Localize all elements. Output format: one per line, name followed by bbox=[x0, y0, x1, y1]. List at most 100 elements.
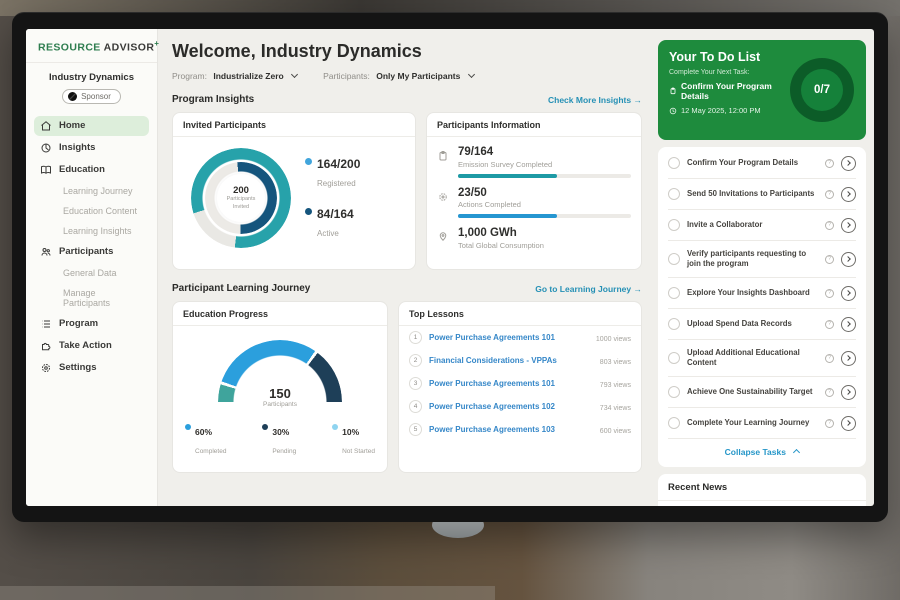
task-go-button[interactable] bbox=[841, 384, 856, 400]
task-info-icon[interactable]: ? bbox=[825, 353, 834, 363]
task-label: Send 50 Invitations to Participants bbox=[687, 188, 815, 198]
task-checkbox[interactable] bbox=[668, 157, 680, 169]
task-info-icon[interactable]: ? bbox=[825, 319, 834, 329]
participants-information-card: Participants Information 79/164 Emission… bbox=[426, 112, 642, 270]
sidebar-item-learning-insights[interactable]: Learning Insights bbox=[34, 222, 149, 240]
lesson-rank: 3 bbox=[409, 377, 422, 390]
registered-legend-item: 164/200 Registered bbox=[305, 155, 360, 191]
lesson-row: 4 Power Purchase Agreements 102 734 views bbox=[409, 395, 631, 418]
learning-journey-header: Participant Learning Journey Go to Learn… bbox=[172, 283, 642, 294]
card-title: Participants Information bbox=[427, 120, 641, 137]
survey-progress-bar bbox=[458, 173, 631, 178]
invited-chart-area: 200 Participants Invited 164/200 Registe… bbox=[183, 137, 405, 248]
lesson-views: 600 bbox=[599, 427, 612, 435]
task-go-button[interactable] bbox=[841, 251, 856, 267]
pending-label: Pending bbox=[272, 448, 297, 455]
actions-value: 23/50 bbox=[458, 186, 487, 199]
task-info-icon[interactable]: ? bbox=[825, 254, 834, 264]
task-label: Complete Your Learning Journey bbox=[687, 417, 810, 427]
sidebar-item-take-action[interactable]: Take Action bbox=[34, 336, 149, 356]
sidebar-item-label: Settings bbox=[59, 362, 97, 373]
survey-label: Emission Survey Completed bbox=[458, 159, 553, 169]
lesson-link[interactable]: Financial Considerations - VPPAs bbox=[429, 356, 557, 365]
not-started-label: Not Started bbox=[342, 448, 375, 455]
task-checkbox[interactable] bbox=[668, 417, 680, 430]
task-info-icon[interactable]: ? bbox=[825, 387, 834, 397]
task-go-button[interactable] bbox=[841, 350, 856, 366]
sidebar-item-program[interactable]: Program bbox=[34, 314, 149, 334]
task-checkbox[interactable] bbox=[668, 253, 680, 266]
education-icon bbox=[41, 165, 51, 174]
lesson-views: 803 bbox=[599, 358, 612, 366]
sponsor-icon bbox=[68, 91, 78, 101]
participants-filter[interactable]: Participants: Only My Participants bbox=[323, 70, 475, 81]
stat-row: 79/164 Emission Survey Completed bbox=[437, 137, 631, 178]
app-logo: RESOURCE ADVISOR+ bbox=[34, 39, 159, 54]
task-go-button[interactable] bbox=[841, 285, 856, 301]
task-info-icon[interactable]: ? bbox=[825, 220, 834, 230]
sidebar-item-education-content[interactable]: Education Content bbox=[34, 202, 149, 220]
task-info-icon[interactable]: ? bbox=[825, 288, 834, 298]
task-info-icon[interactable]: ? bbox=[825, 189, 834, 199]
chevron-right-icon bbox=[844, 420, 851, 426]
task-checkbox[interactable] bbox=[668, 188, 680, 200]
recent-news-card: Recent News bbox=[658, 474, 866, 506]
lesson-link[interactable]: Power Purchase Agreements 101 bbox=[429, 333, 555, 342]
go-to-learning-journey-link[interactable]: Go to Learning Journey → bbox=[535, 284, 642, 294]
participants-filter-value: Only My Participants bbox=[376, 71, 461, 81]
lesson-link[interactable]: Power Purchase Agreements 102 bbox=[429, 402, 555, 411]
chevron-right-icon bbox=[844, 321, 851, 327]
task-checkbox[interactable] bbox=[668, 219, 680, 231]
collapse-tasks-link[interactable]: Collapse Tasks bbox=[668, 439, 856, 466]
sidebar-item-label: Learning Insights bbox=[63, 225, 132, 236]
education-progress-card: Education Progress 150 Participants 60% … bbox=[172, 301, 388, 473]
sponsor-badge[interactable]: Sponsor bbox=[62, 88, 121, 104]
task-row: Invite a Collaborator ? bbox=[668, 210, 856, 241]
sidebar-item-general-data[interactable]: General Data bbox=[34, 264, 149, 282]
task-go-button[interactable] bbox=[841, 316, 856, 332]
program-filter[interactable]: Program: Industrialize Zero bbox=[172, 70, 299, 81]
sidebar-item-insights[interactable]: Insights bbox=[34, 138, 149, 158]
lesson-rank: 2 bbox=[409, 354, 422, 367]
sidebar-item-manage-participants[interactable]: Manage Participants bbox=[34, 284, 149, 312]
pending-legend-item: 30% Pending bbox=[262, 422, 296, 458]
completed-legend-item: 60% Completed bbox=[185, 422, 226, 458]
check-more-insights-link[interactable]: Check More Insights → bbox=[548, 95, 642, 105]
logo-plus: + bbox=[154, 39, 160, 48]
task-label: Confirm Your Program Details bbox=[687, 157, 799, 167]
participants-icon bbox=[41, 247, 51, 256]
sidebar-item-learning-journey[interactable]: Learning Journey bbox=[34, 182, 149, 200]
pending-pct: 30% bbox=[272, 427, 290, 437]
views-label: views bbox=[613, 381, 631, 389]
task-row: Upload Spend Data Records ? bbox=[668, 309, 856, 341]
sidebar-item-home[interactable]: Home bbox=[34, 115, 149, 136]
sidebar-item-participants[interactable]: Participants bbox=[34, 242, 149, 262]
card-title: Education Progress bbox=[173, 309, 387, 326]
task-go-button[interactable] bbox=[841, 186, 856, 202]
task-label: Achieve One Sustainability Target bbox=[687, 386, 813, 396]
task-info-icon[interactable]: ? bbox=[825, 418, 834, 428]
top-lessons-card: Top Lessons 1 Power Purchase Agreements … bbox=[398, 301, 642, 473]
task-checkbox[interactable] bbox=[668, 386, 680, 399]
task-checkbox[interactable] bbox=[668, 318, 680, 331]
home-icon bbox=[41, 120, 51, 130]
education-legend: 60% Completed 30% Pending 10% Not Starte… bbox=[183, 422, 377, 458]
pending-dot bbox=[262, 424, 269, 430]
task-checkbox[interactable] bbox=[668, 287, 680, 300]
todo-header-card: Your To Do List Complete Your Next Task:… bbox=[658, 40, 866, 140]
task-go-button[interactable] bbox=[841, 155, 856, 171]
lesson-link[interactable]: Power Purchase Agreements 101 bbox=[429, 379, 555, 388]
invited-legend: 164/200 Registered 84/164 Active bbox=[305, 155, 360, 241]
lesson-link[interactable]: Power Purchase Agreements 103 bbox=[429, 425, 555, 434]
task-go-button[interactable] bbox=[841, 217, 856, 233]
sidebar-item-education[interactable]: Education bbox=[34, 160, 149, 180]
sidebar-item-settings[interactable]: Settings bbox=[34, 358, 149, 378]
task-checkbox[interactable] bbox=[668, 352, 680, 365]
task-go-button[interactable] bbox=[841, 415, 856, 431]
registered-value: 164/200 bbox=[317, 157, 361, 171]
learning-cards-row: Education Progress 150 Participants 60% … bbox=[172, 301, 642, 473]
task-row: Complete Your Learning Journey ? bbox=[668, 408, 856, 440]
logo-part-1: RESOURCE bbox=[38, 41, 101, 54]
sidebar-item-label: General Data bbox=[63, 267, 117, 278]
task-info-icon[interactable]: ? bbox=[825, 158, 834, 168]
